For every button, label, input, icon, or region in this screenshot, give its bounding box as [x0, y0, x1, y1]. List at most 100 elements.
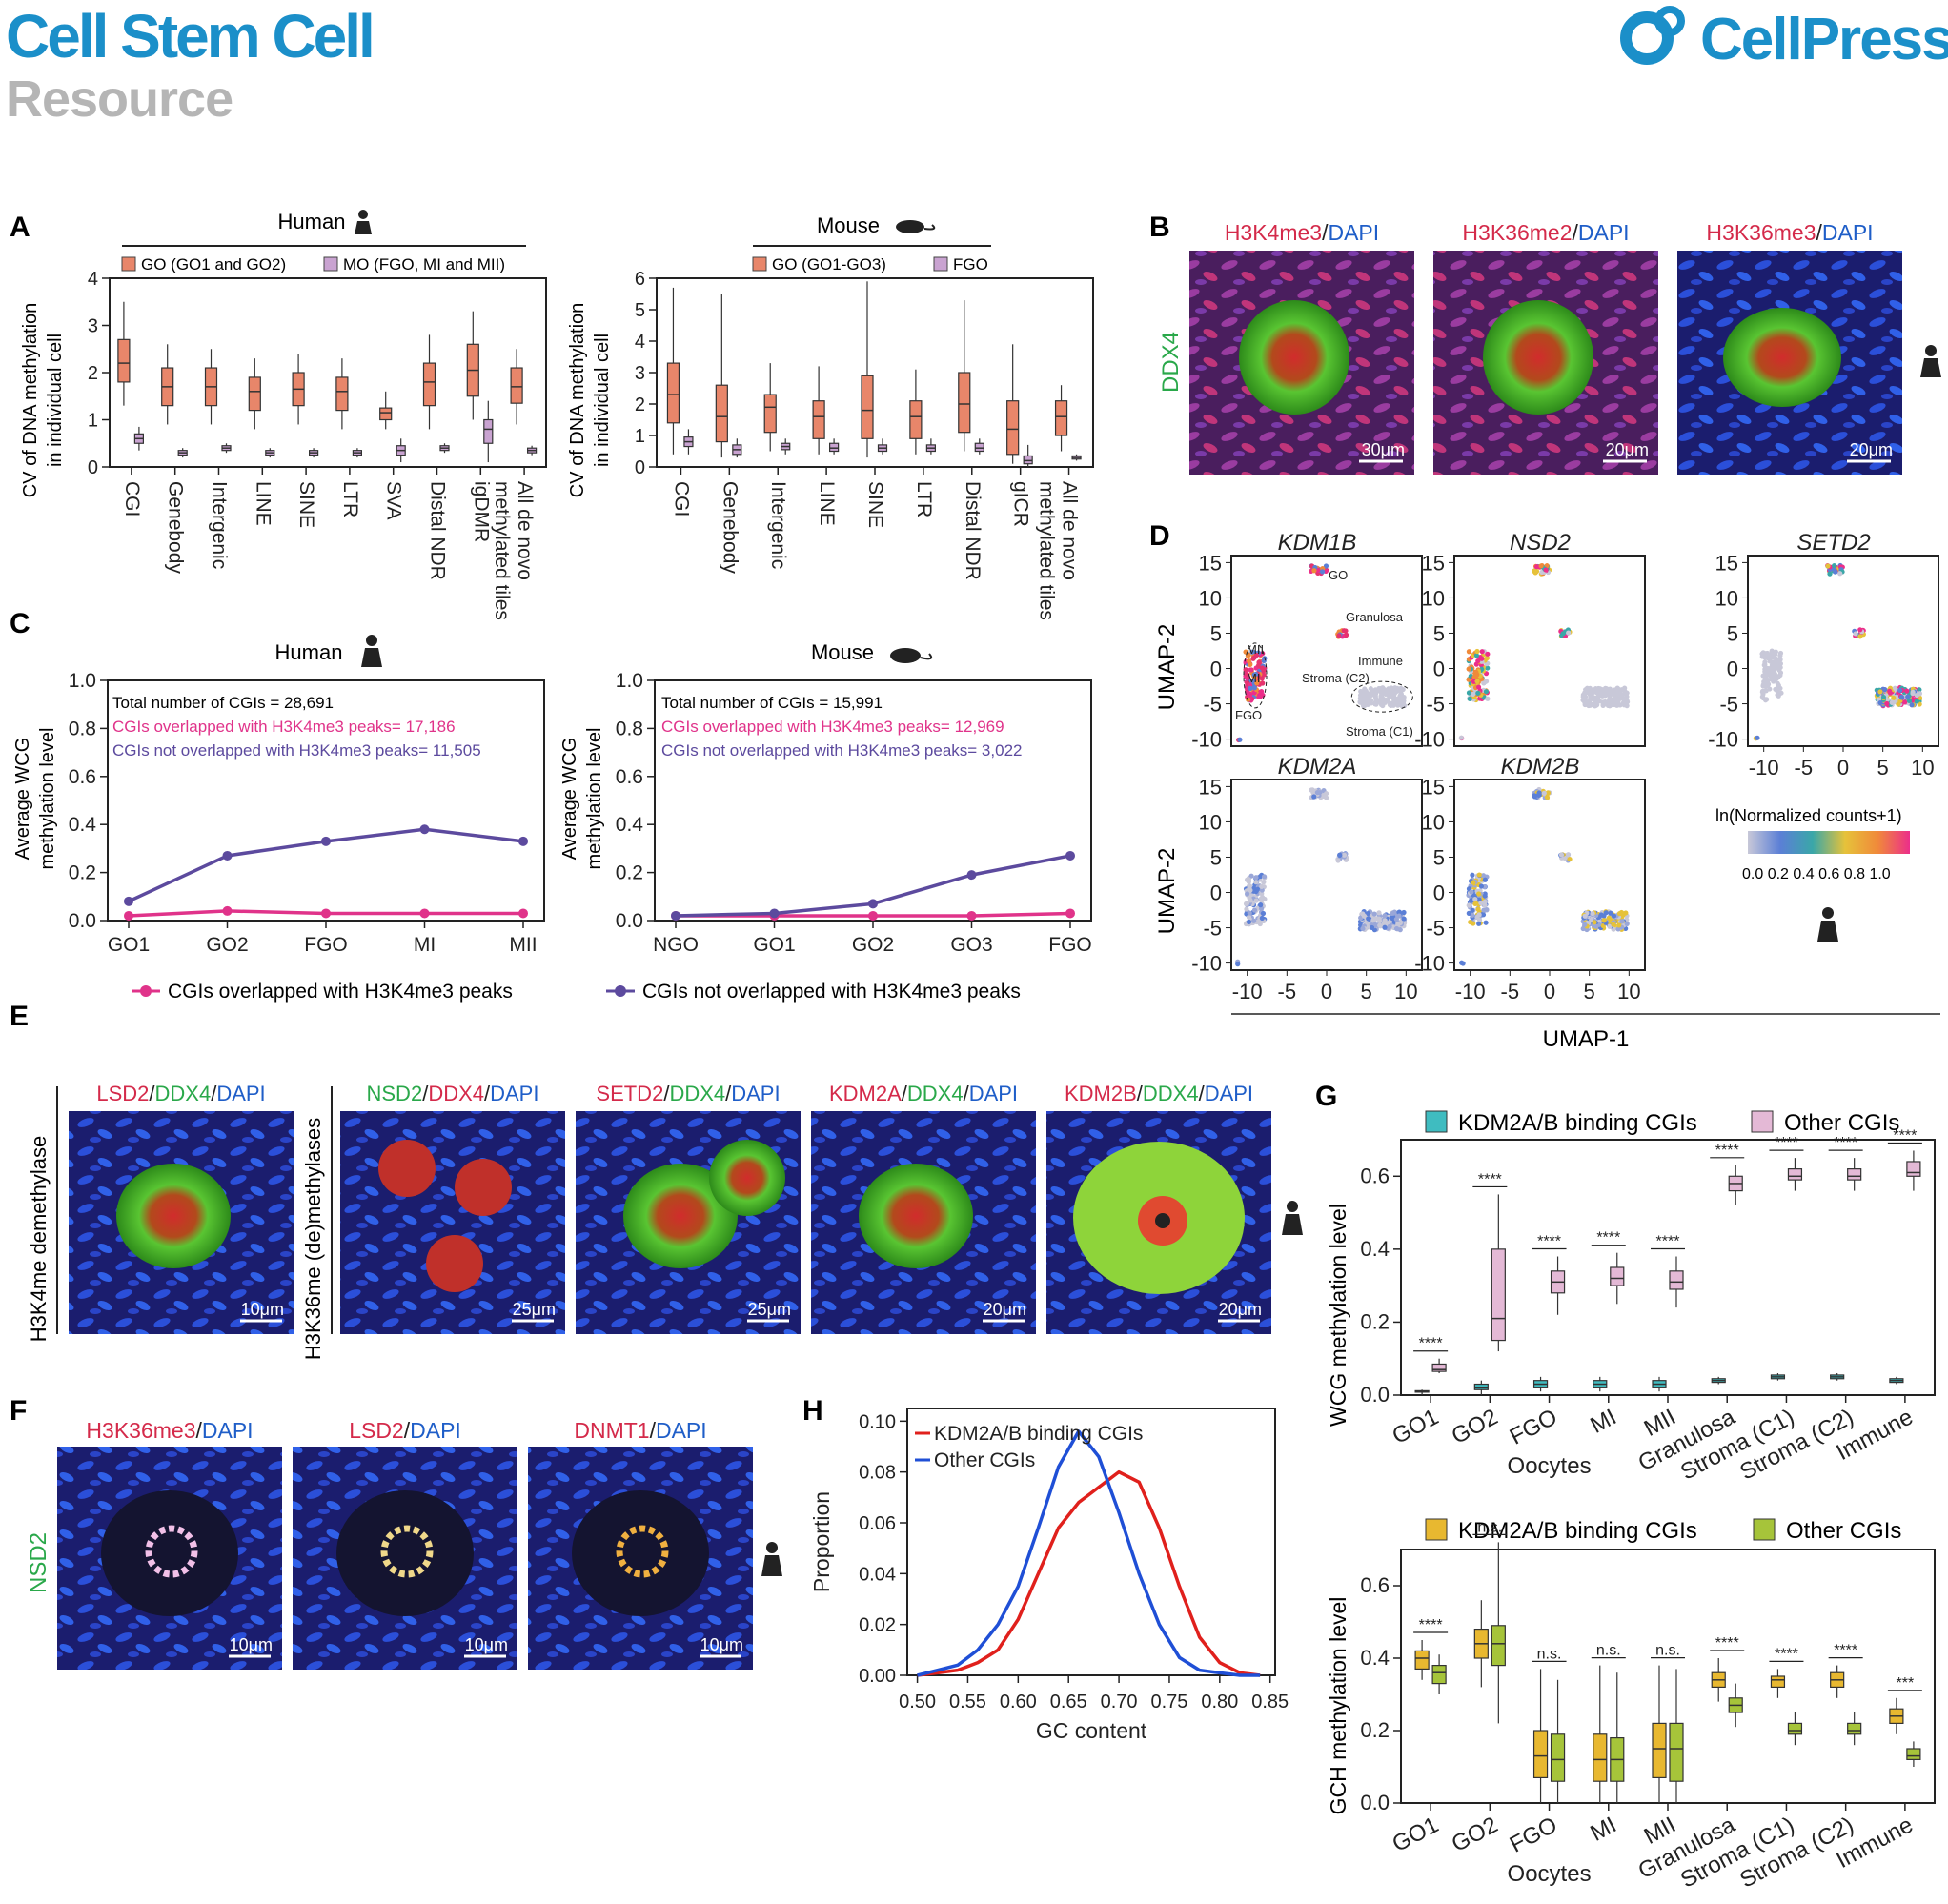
- y-tick-label: -5: [1426, 693, 1445, 717]
- y-tick-label: 1.0: [69, 670, 96, 692]
- umap-cell-point: [1909, 702, 1915, 708]
- human-female-icon-f: [761, 1542, 782, 1576]
- stain-label: KDM2A/DDX4/DAPI: [829, 1082, 1018, 1105]
- box-kdm2a-b-binding-cgis-go2: [1473, 1383, 1489, 1390]
- umap-cell-point: [1483, 689, 1490, 695]
- x-label-text: GO1: [1388, 1812, 1442, 1857]
- oocyte-stain: [1239, 300, 1349, 415]
- x-label-line1: All de novo: [514, 481, 536, 580]
- nuclear-foci: [380, 1525, 434, 1578]
- x-category-label: LINE: [816, 481, 838, 526]
- umap-cell-point: [1396, 909, 1402, 915]
- x-tick-label: 0.80: [1201, 1691, 1238, 1712]
- umap-cell-point: [1914, 699, 1919, 704]
- x-tick-label: 0.75: [1150, 1691, 1187, 1712]
- x-label-text: GO2: [1448, 1404, 1502, 1449]
- umap-cell-point: [1541, 790, 1547, 796]
- umap-cell-point: [1592, 920, 1597, 925]
- umap-cell-point: [1476, 891, 1482, 897]
- box-go-go1-go3--distal-ndr: [958, 372, 971, 434]
- micrograph-e-5: KDM2B/DDX4/DAPI 20μm: [1046, 1082, 1271, 1334]
- umap-cell-point: [1617, 702, 1623, 708]
- panel-c-mouse-ylabel: Average WCG methylation level: [559, 728, 605, 870]
- panel-c-human-ylabel: Average WCG methylation level: [12, 728, 58, 870]
- umap-cell-point: [1247, 885, 1252, 892]
- row-label-text: H3K4me demethylase: [27, 1136, 51, 1342]
- scale-label: 10μm: [241, 1300, 284, 1319]
- umap-cell-point: [1589, 701, 1594, 708]
- x-label-text: LINE: [816, 481, 838, 526]
- umap-cell-point: [1887, 690, 1893, 696]
- x-category-label: GO2: [1448, 1812, 1502, 1857]
- umap-cell-point: [1615, 686, 1621, 692]
- umap-cell-point: [1595, 693, 1602, 699]
- c-mouse-note-total: Total number of CGIs = 15,991: [661, 694, 883, 712]
- x-label-text: LINE: [252, 481, 274, 526]
- umap-cell-point: [1485, 696, 1491, 701]
- x-label-text: FGO: [1506, 1812, 1562, 1857]
- ylabel-line-2: in individual cell: [45, 334, 66, 467]
- sig-label: ****: [1596, 1230, 1620, 1246]
- ylabel-line-1: Average WCG: [559, 738, 580, 861]
- x-category-label: LTR: [339, 481, 361, 517]
- c-human-note-total: Total number of CGIs = 28,691: [112, 694, 334, 712]
- umap2-label-bottom: UMAP-2: [1154, 848, 1180, 935]
- x-category-label: Genebody: [719, 481, 741, 574]
- panel-c-legend: CGIs overlapped with H3K4me3 peaks CGIs …: [132, 981, 1021, 1003]
- y-tick-label: 0.10: [859, 1411, 896, 1432]
- x-category-label: CGI: [670, 481, 692, 517]
- umap-cell-point: [1235, 962, 1241, 967]
- x-label-text: SVA: [383, 481, 405, 519]
- oocyte-stain: [1483, 300, 1593, 415]
- umap-cell-point: [1261, 874, 1268, 880]
- umap-cell-point: [1245, 672, 1250, 678]
- panel-g: KDM2A/B binding CGIs Other CGIs KDM2A/B …: [1326, 1110, 1936, 1894]
- stroma-outline: [1350, 680, 1413, 713]
- umap-cell-point: [1481, 680, 1487, 686]
- panel-label-f: F: [10, 1395, 27, 1427]
- umap-cell-point: [1566, 630, 1572, 636]
- panel-a-human-legend: GO (GO1 and GO2) MO (FGO, MI and MII): [121, 255, 505, 273]
- umap-cell-point: [1258, 873, 1264, 880]
- umap-cell-point: [1365, 910, 1371, 917]
- y-tick-label: 0: [1433, 881, 1445, 905]
- x-category-label: MI: [1586, 1404, 1620, 1438]
- umap-cell-point: [1253, 875, 1259, 881]
- umap-cell-point: [1337, 852, 1343, 858]
- umap-cell-point: [1251, 907, 1258, 913]
- sig-label: ****: [1419, 1617, 1443, 1633]
- ylabel-line-1: Average WCG: [12, 738, 33, 861]
- x-label-text: CGI: [670, 481, 692, 517]
- scale-label: 20μm: [1219, 1300, 1262, 1319]
- box-go-go1-go3--line: [812, 400, 825, 439]
- sig-label: ****: [1834, 1135, 1857, 1151]
- scale-label: 10μm: [465, 1635, 508, 1654]
- umap-cell-point: [1373, 701, 1379, 707]
- x-label-text: LTR: [913, 481, 935, 517]
- umap-cell-point: [1759, 689, 1765, 695]
- umap-cell-point: [1482, 899, 1488, 904]
- umap-cell-point: [1762, 659, 1768, 665]
- umap-cell-point: [1837, 571, 1843, 577]
- umap-cell-point: [1377, 922, 1383, 928]
- panel-h: 0.00 0.02 0.04 0.06 0.08 0.10 0.50 0.55 0.60 0.65…: [809, 1408, 1289, 1743]
- umap-cell-point: [1611, 922, 1616, 927]
- cluster-label: Stroma (C1): [1346, 724, 1413, 739]
- umap-cell-point: [1567, 856, 1573, 862]
- x-category-label: GO1: [1388, 1812, 1442, 1857]
- c-legend-overlap: CGIs overlapped with H3K4me3 peaks: [168, 981, 513, 1003]
- chart-c-mouse: 0.0 0.2 0.4 0.6 0.8 1.0 NGO GO1 GO2 GO3 FGO: [616, 670, 1092, 956]
- legend-mo-human: MO (FGO, MI and MII): [343, 255, 505, 273]
- panel-c-human-title: Human: [275, 640, 343, 664]
- x-axis-label: GC content: [1036, 1718, 1147, 1743]
- y-tick-label: 0: [88, 457, 98, 478]
- y-tick-label: 5: [1433, 621, 1445, 645]
- series-point: [222, 850, 233, 861]
- legend-go-human: GO (GO1 and GO2): [141, 255, 286, 273]
- umap-cell-point: [1369, 700, 1374, 706]
- box-kdm2a-b-binding-cgis-fgo: [1532, 1730, 1549, 1779]
- umap-cell-point: [1471, 674, 1477, 679]
- y-tick-label: 0.4: [1360, 1646, 1390, 1670]
- micrograph-f-3: DNMT1/DAPI 10μm: [528, 1418, 753, 1670]
